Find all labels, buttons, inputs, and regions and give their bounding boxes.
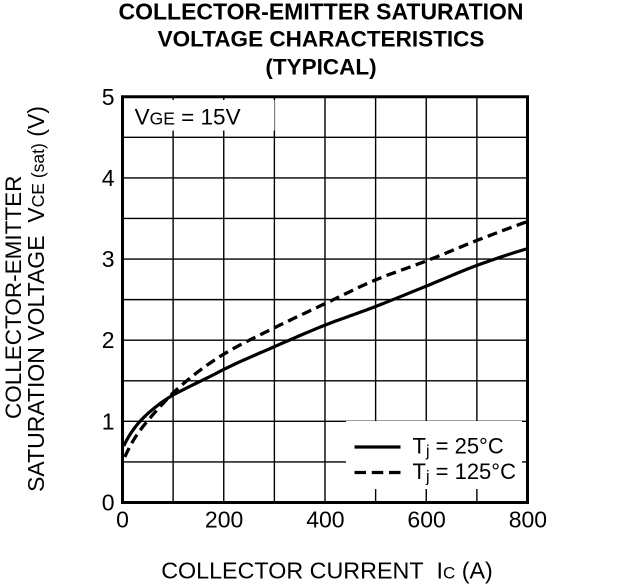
svg-text:800: 800 <box>509 506 547 532</box>
svg-text:(TYPICAL): (TYPICAL) <box>265 54 376 79</box>
svg-text:400: 400 <box>306 506 344 532</box>
svg-text:3: 3 <box>102 246 115 272</box>
svg-text:COLLECTOR CURRENT IC (A): COLLECTOR CURRENT IC (A) <box>161 558 493 584</box>
svg-text:0: 0 <box>116 506 129 532</box>
svg-text:Tj = 125°C: Tj = 125°C <box>413 459 517 486</box>
svg-text:Tj = 25°C: Tj = 25°C <box>413 433 504 460</box>
svg-text:VGE = 15V: VGE = 15V <box>135 104 241 129</box>
svg-text:COLLECTOR-EMITTER: COLLECTOR-EMITTER <box>1 176 26 419</box>
svg-text:0: 0 <box>102 490 115 516</box>
svg-text:200: 200 <box>205 506 243 532</box>
svg-text:COLLECTOR-EMITTER SATURATION: COLLECTOR-EMITTER SATURATION <box>118 0 523 25</box>
svg-text:5: 5 <box>102 84 115 110</box>
svg-text:2: 2 <box>102 327 115 353</box>
svg-text:600: 600 <box>407 506 445 532</box>
svg-text:4: 4 <box>102 165 115 191</box>
svg-text:SATURATION VOLTAGE VCE (sat): SATURATION VOLTAGE VCE (sat) (V) <box>23 106 49 492</box>
svg-text:VOLTAGE CHARACTERISTICS: VOLTAGE CHARACTERISTICS <box>158 27 485 52</box>
svg-text:1: 1 <box>102 408 115 434</box>
